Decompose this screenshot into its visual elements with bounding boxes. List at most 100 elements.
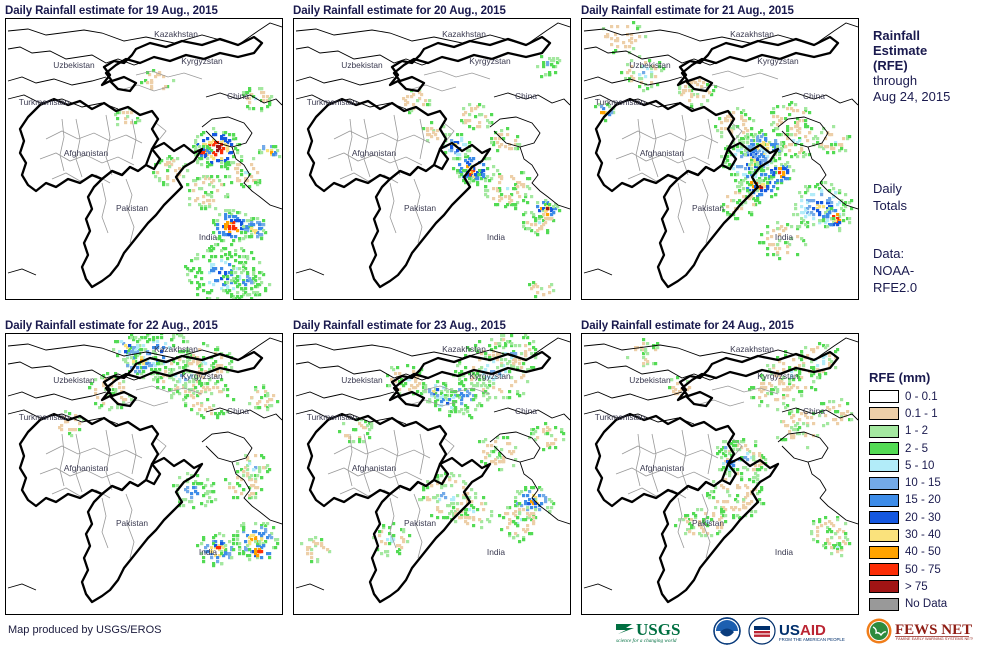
legend-entry: 50 - 75 [869, 561, 983, 578]
legend-label: 0 - 0.1 [905, 390, 938, 403]
svg-text:Pakistan: Pakistan [692, 518, 724, 528]
legend-label: 5 - 10 [905, 459, 935, 472]
panel-23-aug: Daily Rainfall estimate for 23 Aug., 201… [293, 319, 571, 615]
svg-text:China: China [227, 406, 249, 416]
map-canvas[interactable]: Kazakhstan Uzbekistan Kyrgyzstan Turkmenist… [5, 18, 283, 300]
svg-text:Kazakhstan: Kazakhstan [442, 344, 486, 354]
panel-20-aug: Daily Rainfall estimate for 20 Aug., 201… [293, 4, 571, 300]
svg-text:China: China [803, 91, 825, 101]
svg-text:FROM THE AMERICAN PEOPLE: FROM THE AMERICAN PEOPLE [779, 637, 845, 642]
country-outlines-heavy [594, 350, 840, 604]
legend-entry: 30 - 40 [869, 526, 983, 543]
product-title-line2: Estimate [873, 43, 928, 58]
svg-text:Kazakhstan: Kazakhstan [154, 344, 198, 354]
legend-swatch [869, 390, 899, 404]
country-outlines-heavy [306, 350, 552, 604]
legend-entry: 0.1 - 1 [869, 405, 983, 422]
svg-text:Uzbekistan: Uzbekistan [341, 375, 383, 385]
svg-text:Pakistan: Pakistan [116, 518, 148, 528]
legend-swatch [869, 424, 899, 438]
admin-boundaries [615, 385, 779, 559]
svg-text:Kyrgyzstan: Kyrgyzstan [469, 56, 511, 66]
svg-text:Kyrgyzstan: Kyrgyzstan [181, 371, 223, 381]
data-source-line1: Data: [873, 246, 905, 261]
legend-entry: 40 - 50 [869, 544, 983, 561]
panel-title: Daily Rainfall estimate for 22 Aug., 201… [5, 320, 218, 332]
svg-text:Turkmenistan: Turkmenistan [595, 412, 646, 422]
country-labels: Kazakhstan Uzbekistan Kyrgyzstan Turkmenist… [307, 344, 537, 557]
admin-boundaries [615, 70, 779, 244]
country-labels: Kazakhstan Uzbekistan Kyrgyzstan Turkmenist… [307, 29, 537, 242]
legend-entry: 20 - 30 [869, 509, 983, 526]
svg-text:science for a changing world: science for a changing world [616, 637, 677, 644]
legend-swatch [869, 528, 899, 542]
svg-text:Turkmenistan: Turkmenistan [595, 97, 646, 107]
legend-swatch [869, 442, 899, 456]
svg-text:China: China [227, 91, 249, 101]
totals-line2: Totals [873, 198, 907, 213]
country-outlines-heavy [18, 350, 264, 604]
legend-entry: No Data [869, 596, 983, 613]
totals-line1: Daily [873, 181, 902, 196]
svg-text:India: India [775, 232, 794, 242]
legend-label: 50 - 75 [905, 563, 941, 576]
map-canvas[interactable]: Kazakhstan Uzbekistan Kyrgyzstan Turkmenist… [293, 333, 571, 615]
svg-text:Afghanistan: Afghanistan [640, 463, 685, 473]
legend-entry: 1 - 2 [869, 423, 983, 440]
svg-text:AID: AID [800, 622, 826, 639]
admin-boundaries [327, 70, 491, 244]
panel-title: Daily Rainfall estimate for 20 Aug., 201… [293, 5, 506, 17]
panel-title: Daily Rainfall estimate for 24 Aug., 201… [581, 320, 794, 332]
svg-text:Kyrgyzstan: Kyrgyzstan [181, 56, 223, 66]
legend-swatch [869, 476, 899, 490]
svg-text:USGS: USGS [636, 620, 680, 639]
through-label: through [873, 73, 918, 88]
legend-entry: > 75 [869, 578, 983, 595]
legend-entry: 5 - 10 [869, 457, 983, 474]
svg-text:Kazakhstan: Kazakhstan [730, 29, 774, 39]
svg-text:Turkmenistan: Turkmenistan [307, 97, 358, 107]
country-labels: Kazakhstan Uzbekistan Kyrgyzstan Turkmenist… [595, 29, 825, 242]
map-canvas[interactable]: Kazakhstan Uzbekistan Kyrgyzstan Turkmenist… [581, 333, 859, 615]
map-canvas[interactable]: Kazakhstan Uzbekistan Kyrgyzstan Turkmenist… [581, 18, 859, 300]
country-outlines-heavy [306, 35, 552, 289]
through-date: Aug 24, 2015 [873, 89, 951, 104]
svg-text:India: India [199, 232, 218, 242]
legend-label: > 75 [905, 580, 928, 593]
panel-21-aug: Daily Rainfall estimate for 21 Aug., 201… [581, 4, 859, 300]
country-labels: Kazakhstan Uzbekistan Kyrgyzstan Turkmenist… [19, 29, 249, 242]
svg-text:Kyrgyzstan: Kyrgyzstan [757, 371, 799, 381]
legend-swatch [869, 580, 899, 594]
country-labels: Kazakhstan Uzbekistan Kyrgyzstan Turkmenist… [595, 344, 825, 557]
svg-text:US: US [779, 622, 800, 639]
legend-label: 10 - 15 [905, 477, 941, 490]
svg-text:Afghanistan: Afghanistan [352, 148, 397, 158]
panel-title: Daily Rainfall estimate for 21 Aug., 201… [581, 5, 794, 17]
legend-label: 2 - 5 [905, 442, 929, 455]
legend-swatch [869, 493, 899, 507]
svg-text:China: China [803, 406, 825, 416]
svg-text:Afghanistan: Afghanistan [64, 463, 109, 473]
country-outlines-heavy [594, 35, 840, 289]
map-canvas[interactable]: Kazakhstan Uzbekistan Kyrgyzstan Turkmenist… [5, 333, 283, 615]
svg-text:FAMINE EARLY WARNING SYSTEMS N: FAMINE EARLY WARNING SYSTEMS NETWORK [896, 636, 973, 641]
svg-text:Pakistan: Pakistan [404, 203, 436, 213]
svg-text:Uzbekistan: Uzbekistan [53, 375, 95, 385]
panel-22-aug: Daily Rainfall estimate for 22 Aug., 201… [5, 319, 283, 615]
fewsnet-logo: FEWS NET FAMINE EARLY WARNING SYSTEMS NE… [865, 617, 973, 645]
rfe-legend: RFE (mm) 0 - 0.1 0.1 - 1 1 - 2 2 - 5 5 - 10 1… [869, 370, 983, 613]
product-title-line1: Rainfall [873, 28, 920, 43]
legend-swatch [869, 545, 899, 559]
svg-text:India: India [487, 547, 506, 557]
agency-logo-strip: USGS science for a changing world US AID… [614, 616, 973, 646]
legend-label: 1 - 2 [905, 425, 929, 438]
legend-entry: 10 - 15 [869, 474, 983, 491]
map-canvas[interactable]: Kazakhstan Uzbekistan Kyrgyzstan Turkmenist… [293, 18, 571, 300]
legend-rows: 0 - 0.1 0.1 - 1 1 - 2 2 - 5 5 - 10 10 - 15 15 … [869, 388, 983, 613]
legend-label: 40 - 50 [905, 546, 941, 559]
svg-text:Kazakhstan: Kazakhstan [730, 344, 774, 354]
usaid-logo: US AID FROM THE AMERICAN PEOPLE [748, 617, 858, 645]
legend-title: RFE (mm) [869, 370, 931, 385]
svg-text:Afghanistan: Afghanistan [352, 463, 397, 473]
legend-swatch [869, 407, 899, 421]
